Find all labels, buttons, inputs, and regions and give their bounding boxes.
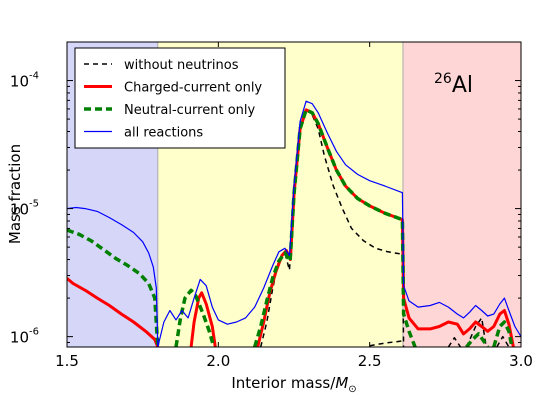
series-line-neutral-current-only-3: [465, 332, 490, 347]
x-tick-label: 3.0: [509, 352, 533, 370]
x-axis-label: Interior mass/M⊙: [231, 374, 356, 395]
x-tick-label: 2.0: [206, 352, 230, 370]
series-line-all-reactions-1: [157, 100, 521, 347]
y-tick-label: 10-4: [10, 71, 39, 91]
x-axis-label-symbol: M: [335, 374, 348, 392]
legend-label-neutral-current-only: Neutral-current only: [124, 103, 256, 118]
legend: without neutrinos Charged-current only Neu…: [74, 47, 286, 149]
series-line-neutral-current-only-4: [492, 320, 514, 347]
y-tick-label-base: 10: [10, 201, 29, 219]
series-layer: [67, 100, 521, 347]
isotope-mass-number: 26: [434, 71, 452, 87]
series-line-neutral-current-only-1: [174, 288, 216, 347]
legend-label-charged-current-only: Charged-current only: [124, 81, 262, 96]
y-tick-label: 10-6: [10, 327, 39, 347]
isotope-symbol: Al: [452, 73, 473, 98]
legend-label-without-neutrinos: without neutrinos: [124, 58, 239, 73]
series-line-without-neutrinos-2: [447, 337, 462, 347]
y-axis-label: Mass fraction: [6, 144, 24, 244]
y-tick-label-exponent: -4: [29, 71, 39, 82]
series-line-without-neutrinos-3: [465, 317, 487, 347]
x-tick-label: 1.5: [55, 352, 79, 370]
x-axis-label-text: Interior mass/: [231, 374, 336, 392]
region-band-2: [402, 42, 521, 347]
axis-ticks: 1.5 2.0 2.5 3.010-610-510-4: [10, 41, 533, 370]
x-axis-label-subscript: ⊙: [348, 384, 356, 395]
y-tick-label-base: 10: [10, 329, 29, 347]
y-tick-label: 10-5: [10, 199, 39, 219]
y-tick-label-exponent: -6: [29, 327, 39, 338]
x-tick-label: 2.5: [358, 352, 382, 370]
series-line-charged-current-only-0: [67, 277, 160, 347]
y-tick-label-exponent: -5: [29, 199, 39, 210]
series-line-charged-current-only-1: [189, 291, 217, 347]
series-line-neutral-current-only-2: [253, 108, 417, 347]
legend-label-all-reactions: all reactions: [124, 126, 203, 141]
plot-frame: [66, 41, 522, 348]
isotope-annotation: 26Al: [434, 71, 473, 98]
series-line-without-neutrinos-4: [496, 335, 510, 347]
series-line-all-reactions-0: [67, 206, 159, 347]
series-line-without-neutrinos-1: [369, 339, 403, 347]
y-tick-label-base: 10: [10, 73, 29, 91]
